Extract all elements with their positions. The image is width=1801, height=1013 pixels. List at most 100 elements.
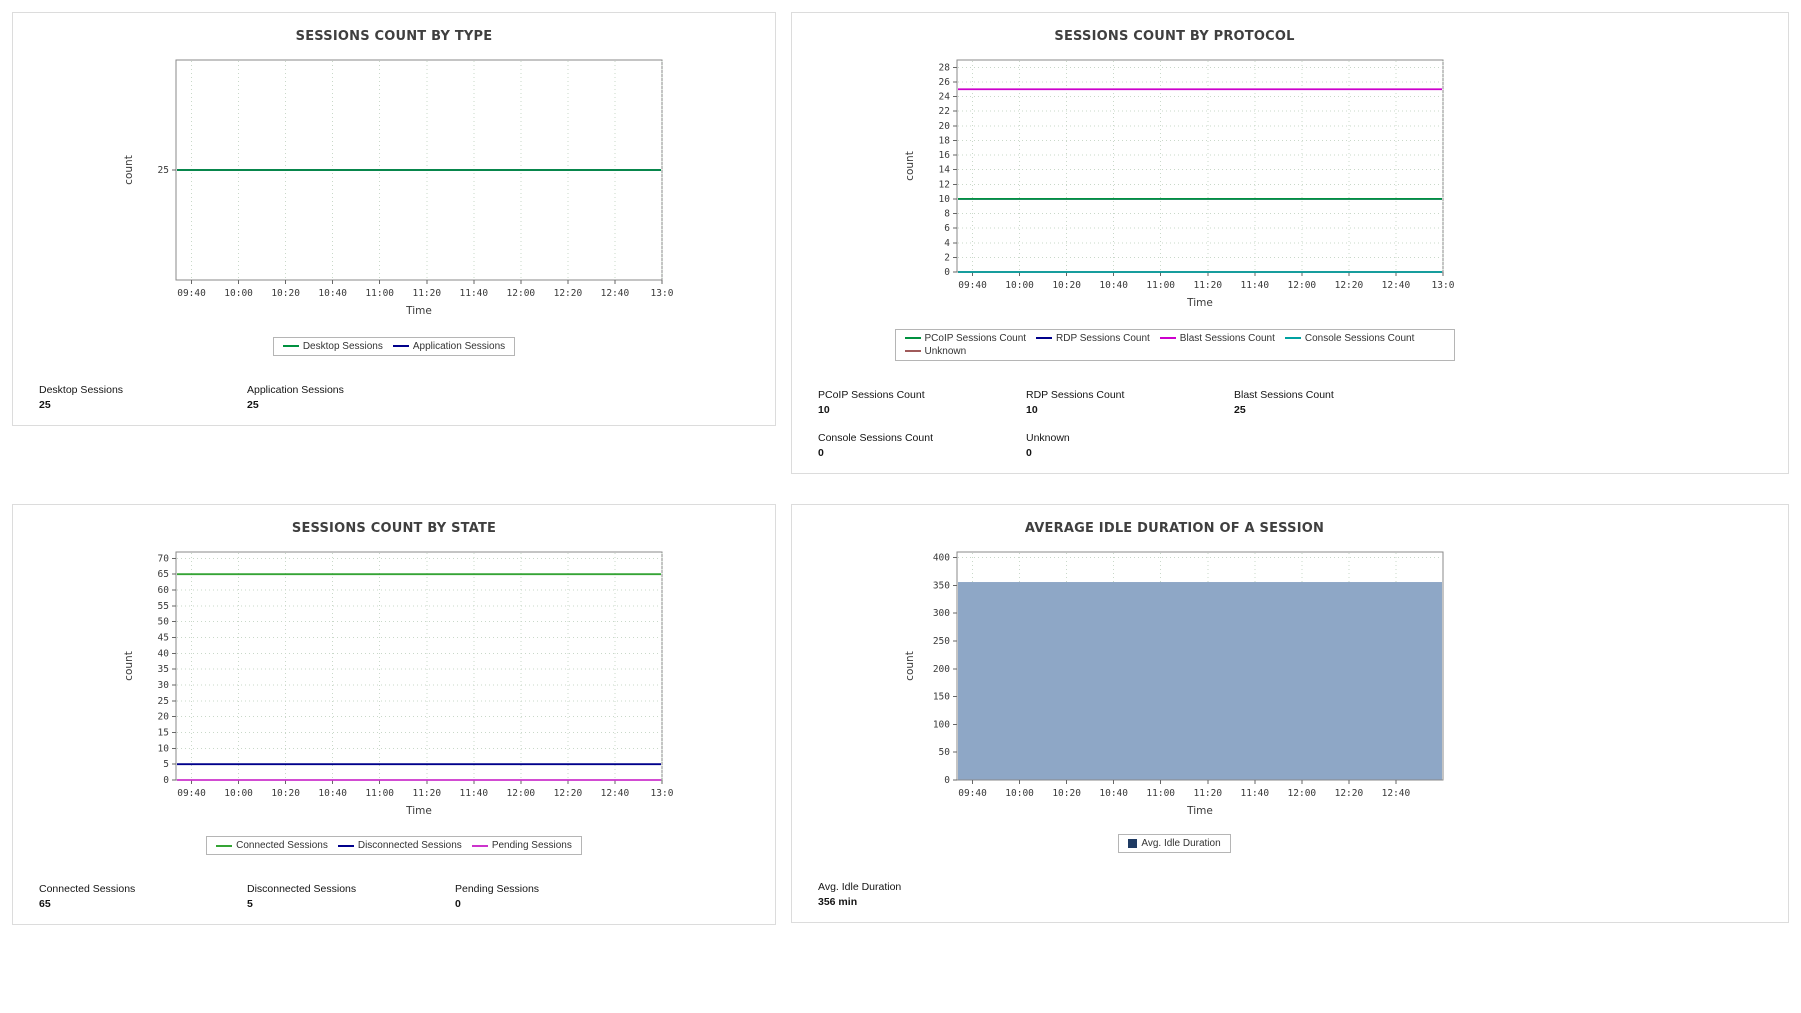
svg-text:18: 18 — [938, 135, 950, 146]
chart-title: SESSIONS COUNT BY PROTOCOL — [1054, 29, 1295, 44]
svg-text:Time: Time — [405, 305, 432, 317]
svg-text:6: 6 — [944, 223, 950, 234]
stat-label: Console Sessions Count — [818, 431, 933, 444]
svg-text:11:40: 11:40 — [460, 788, 489, 799]
stat-value: 65 — [39, 898, 51, 910]
sessions-count-by-type-chart: 25 09:40 10:00 10:20 10:40 11:00 11:20 11:40 12:… — [123, 59, 674, 317]
legend-label: Disconnected Sessions — [357, 840, 462, 851]
svg-text:2: 2 — [944, 252, 950, 263]
svg-text:11:00: 11:00 — [365, 288, 394, 299]
legend-label: PCoIP Sessions Count — [924, 332, 1027, 344]
legend-label: Unknown — [924, 345, 967, 357]
stats: PCoIP Sessions Count 10 RDP Sessions Count… — [818, 389, 1458, 459]
svg-text:Time: Time — [1186, 297, 1213, 309]
stat: Desktop Sessions 25 — [39, 384, 247, 411]
legend-item: Disconnected Sessions — [337, 840, 462, 851]
stat-label: Connected Sessions — [39, 883, 136, 895]
chart-title: SESSIONS COUNT BY TYPE — [295, 29, 493, 44]
svg-text:11:20: 11:20 — [412, 788, 441, 799]
svg-text:200: 200 — [932, 663, 949, 674]
svg-text:11:40: 11:40 — [1240, 788, 1269, 799]
legend-item: Desktop Sessions — [282, 340, 383, 352]
legend-label: Console Sessions Count — [1304, 332, 1415, 344]
svg-text:4: 4 — [944, 238, 950, 249]
svg-text:count: count — [123, 651, 135, 681]
panel-average-idle-duration: AVERAGE IDLE DURATION OF A SESSION 0 50 10… — [791, 503, 1789, 923]
stat-value: 10 — [818, 403, 830, 416]
svg-text:0: 0 — [163, 775, 169, 786]
stat-label: PCoIP Sessions Count — [818, 388, 925, 401]
stat: PCoIP Sessions Count 10 — [818, 389, 1026, 416]
svg-text:50: 50 — [938, 747, 950, 758]
svg-text:11:20: 11:20 — [412, 288, 441, 299]
stat: Unknown 0 — [1026, 432, 1234, 459]
svg-text:12:40: 12:40 — [601, 288, 630, 299]
svg-text:11:40: 11:40 — [1240, 280, 1269, 291]
stat-label: Pending Sessions — [455, 883, 540, 895]
legend-label: RDP Sessions Count — [1056, 332, 1150, 344]
svg-text:12:40: 12:40 — [1381, 280, 1410, 291]
sessions-count-by-state-chart: 0 5 10 15 20 25 30 35 40 45 50 55 60 65 70 09:40 10:00 10… — [123, 551, 674, 817]
svg-text:15: 15 — [158, 727, 169, 738]
stats: Avg. Idle Duration 356 min — [818, 881, 1458, 908]
svg-text:11:00: 11:00 — [1146, 788, 1175, 799]
legend-item: Blast Sessions Count — [1159, 333, 1275, 344]
stat: Pending Sessions 0 — [455, 883, 663, 910]
stat: Blast Sessions Count 25 — [1234, 389, 1442, 416]
chart-title: SESSIONS COUNT BY STATE — [291, 520, 497, 536]
stat-label: Avg. Idle Duration — [818, 880, 902, 893]
svg-text:16: 16 — [938, 150, 950, 161]
stat: Application Sessions 25 — [247, 384, 455, 411]
svg-text:35: 35 — [158, 664, 169, 675]
legend-item: Pending Sessions — [471, 840, 572, 851]
legend-line-swatch — [216, 844, 233, 847]
stat-value: 5 — [247, 898, 253, 910]
svg-text:10:20: 10:20 — [1052, 280, 1081, 291]
legend-line-swatch — [904, 350, 921, 352]
legend-square-icon — [1128, 838, 1138, 848]
svg-text:09:40: 09:40 — [177, 788, 206, 799]
svg-text:10:00: 10:00 — [224, 288, 253, 299]
legend-line-swatch — [1036, 337, 1053, 339]
legend-item: Console Sessions Count — [1284, 332, 1415, 344]
legend-wrap: PCoIP Sessions Count RDP Sessions Count Bl… — [792, 326, 1557, 361]
svg-text:10:00: 10:00 — [1005, 788, 1034, 799]
svg-text:09:40: 09:40 — [958, 788, 987, 799]
svg-text:28: 28 — [938, 62, 950, 73]
average-idle-duration-chart: 0 50 100 150 200 250 300 350 400 09:40 10:00 10:20 1… — [904, 551, 1443, 817]
svg-text:12:20: 12:20 — [1334, 280, 1363, 291]
stat-value: 25 — [39, 398, 51, 411]
legend-line-swatch — [1159, 337, 1176, 339]
svg-text:12:40: 12:40 — [1381, 788, 1410, 799]
stat-value: 25 — [1234, 403, 1246, 416]
svg-text:12:00: 12:00 — [507, 788, 536, 799]
svg-text:12: 12 — [938, 179, 949, 190]
svg-text:100: 100 — [932, 719, 949, 730]
svg-text:150: 150 — [932, 691, 949, 702]
stat: Console Sessions Count 0 — [818, 432, 1026, 459]
svg-text:10:20: 10:20 — [1052, 788, 1081, 799]
svg-text:count: count — [904, 151, 916, 181]
svg-text:11:00: 11:00 — [365, 788, 394, 799]
chart-title: AVERAGE IDLE DURATION OF A SESSION — [1024, 520, 1325, 536]
legend-label: Connected Sessions — [236, 840, 328, 851]
svg-text:60: 60 — [158, 585, 170, 596]
stat: Connected Sessions 65 — [39, 883, 247, 910]
stat-label: Unknown — [1026, 431, 1070, 444]
svg-text:12:00: 12:00 — [507, 288, 536, 299]
svg-text:25: 25 — [158, 165, 169, 176]
svg-text:10:40: 10:40 — [1099, 788, 1128, 799]
svg-text:55: 55 — [158, 600, 169, 611]
svg-text:30: 30 — [158, 680, 170, 691]
legend-wrap: Desktop Sessions Application Sessions — [13, 334, 775, 356]
svg-text:10:00: 10:00 — [1005, 280, 1034, 291]
svg-text:300: 300 — [932, 608, 949, 619]
svg-text:14: 14 — [938, 165, 950, 176]
svg-text:11:40: 11:40 — [460, 288, 489, 299]
svg-text:12:00: 12:00 — [1287, 788, 1316, 799]
svg-text:11:00: 11:00 — [1146, 280, 1175, 291]
legend-label: Desktop Sessions — [302, 340, 383, 352]
legend-line-swatch — [1284, 337, 1301, 339]
svg-text:10: 10 — [938, 194, 950, 205]
